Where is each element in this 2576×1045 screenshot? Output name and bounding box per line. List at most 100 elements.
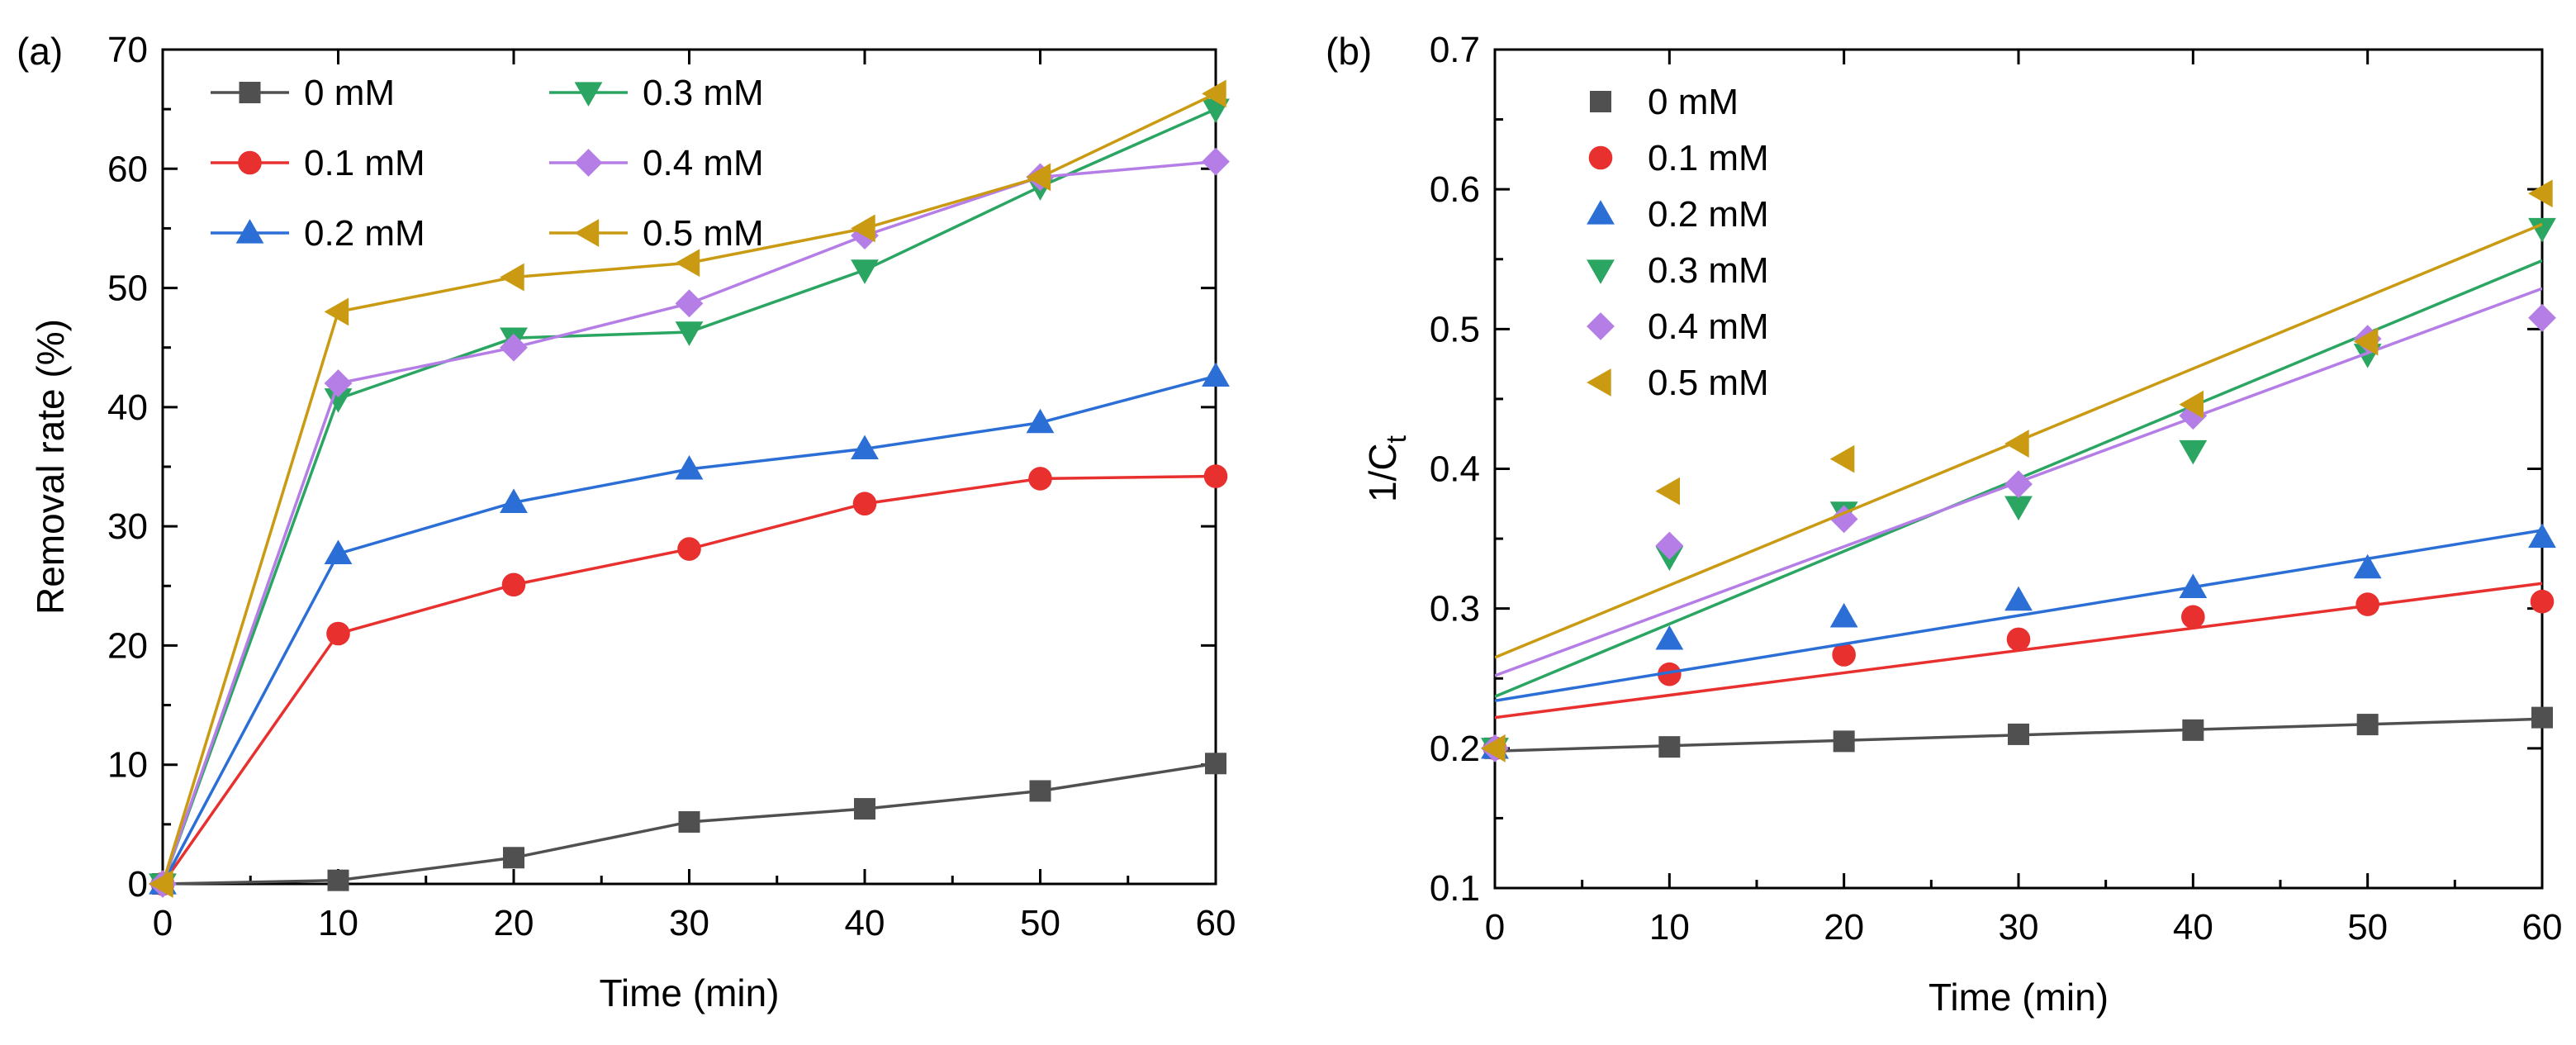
legend-marker xyxy=(239,82,261,103)
x-tick-label: 10 xyxy=(1649,907,1690,948)
legend-label: 0.5 mM xyxy=(643,213,764,254)
data-point xyxy=(2356,714,2379,736)
y-tick-label: 70 xyxy=(107,30,148,70)
legend-item: 0.1 mM xyxy=(211,143,425,183)
data-point xyxy=(324,388,353,413)
x-tick-label: 40 xyxy=(845,903,885,943)
x-axis-title: Time (min) xyxy=(599,971,779,1014)
y-tick-label: 0.7 xyxy=(1430,30,1480,70)
legend-label: 0.5 mM xyxy=(1648,363,1769,403)
data-point xyxy=(149,870,173,898)
panel-label: (a) xyxy=(17,30,63,73)
data-point xyxy=(1829,505,1858,534)
data-point xyxy=(2006,627,2031,652)
legend-label: 0.3 mM xyxy=(1648,250,1769,291)
data-point xyxy=(2004,496,2033,521)
y-tick-label: 0.4 xyxy=(1430,449,1480,490)
legend-label: 0.4 mM xyxy=(643,143,764,183)
data-point xyxy=(500,263,524,292)
data-point xyxy=(500,333,528,362)
data-point xyxy=(1832,643,1856,667)
x-axis-title: Time (min) xyxy=(1928,976,2109,1019)
legend-marker xyxy=(1587,312,1615,340)
data-point xyxy=(2004,586,2033,611)
legend-label: 0.1 mM xyxy=(1648,138,1769,178)
data-point xyxy=(851,259,879,284)
legend-item: 0.2 mM xyxy=(211,213,425,254)
data-point xyxy=(503,847,524,869)
x-tick-label: 0 xyxy=(1485,907,1505,948)
data-point xyxy=(2179,573,2208,598)
y-tick-label: 40 xyxy=(107,387,148,428)
data-point xyxy=(1202,147,1230,176)
legend-label: 0 mM xyxy=(304,73,395,113)
data-point xyxy=(678,810,700,833)
y-axis-title-main: Removal rate (%) xyxy=(29,319,72,615)
data-point xyxy=(2528,179,2553,208)
legend-item: 0 mM xyxy=(211,73,395,113)
y-tick-label: 10 xyxy=(107,745,148,786)
data-point xyxy=(324,369,353,397)
data-point xyxy=(500,488,528,513)
y-tick-label: 0.5 xyxy=(1430,309,1480,349)
legend-marker xyxy=(1587,368,1611,397)
legend-label: 0.2 mM xyxy=(1648,194,1769,235)
x-tick-label: 10 xyxy=(318,903,358,943)
x-tick-label: 40 xyxy=(2173,907,2213,948)
x-tick-label: 60 xyxy=(2522,907,2563,948)
data-point xyxy=(2531,706,2553,729)
legend-item: 0.5 mM xyxy=(1587,363,1769,403)
data-point xyxy=(851,435,879,460)
data-point xyxy=(852,492,877,516)
y-axis-title: 1/Ct xyxy=(1361,435,1412,502)
legend-label: 0 mM xyxy=(1648,82,1739,122)
fit-line xyxy=(1495,529,2542,703)
series-0-mM xyxy=(1484,706,2553,759)
data-point xyxy=(2179,390,2204,419)
legend-item: 0.4 mM xyxy=(549,143,764,183)
x-tick-label: 20 xyxy=(1824,907,1864,948)
series-0_5-mM xyxy=(1481,179,2553,762)
x-tick-label: 30 xyxy=(669,903,709,943)
series-line xyxy=(161,374,1217,885)
data-point xyxy=(1655,477,1681,506)
panel-b-inverse-concentration-chart: 0 10 20 30 40 50 60 0.1 0.2 0.3 0.4 0.5 0.6 0.7 Time (… xyxy=(1326,30,2562,1019)
data-point xyxy=(677,537,701,561)
legend: 0 mM 0.1 mM 0.2 mM 0.3 mM 0.4 mM 0.5 mM xyxy=(1587,82,1769,403)
legend-label: 0.1 mM xyxy=(304,143,425,183)
legend-label: 0.3 mM xyxy=(643,73,764,113)
series-line xyxy=(161,92,1217,885)
data-point xyxy=(324,297,349,326)
data-point xyxy=(1026,408,1055,434)
legend: 0 mM 0.1 mM 0.2 mM 0.3 mM 0.4 mM 0.5 mM xyxy=(211,73,764,254)
legend-marker xyxy=(1587,200,1615,225)
x-tick-label: 60 xyxy=(1196,903,1236,943)
data-point xyxy=(1833,730,1855,753)
data-point xyxy=(326,621,350,646)
data-point xyxy=(1658,736,1681,758)
data-point xyxy=(1205,753,1226,775)
series-0_5-mM xyxy=(149,79,1226,898)
data-point xyxy=(2179,439,2208,465)
legend-label: 0.2 mM xyxy=(304,213,425,254)
data-point xyxy=(2008,723,2029,745)
series-0_4-mM xyxy=(1481,287,2556,762)
panel-label: (b) xyxy=(1326,30,1372,73)
data-point xyxy=(1026,163,1051,192)
data-point xyxy=(2355,592,2379,616)
data-point xyxy=(501,572,526,597)
data-point xyxy=(675,321,704,346)
legend-item: 0.2 mM xyxy=(1587,194,1769,235)
legend-marker xyxy=(574,82,603,107)
legend-marker xyxy=(238,150,262,175)
data-point xyxy=(2528,523,2556,549)
data-point xyxy=(675,454,704,480)
legend-item: 0.5 mM xyxy=(549,213,764,254)
legend-item: 0.3 mM xyxy=(549,73,764,113)
data-point xyxy=(2528,303,2556,332)
x-tick-label: 30 xyxy=(1999,907,2039,948)
data-point xyxy=(2179,401,2208,430)
data-point xyxy=(1655,531,1684,560)
data-point xyxy=(327,869,349,891)
data-point xyxy=(1203,464,1228,488)
